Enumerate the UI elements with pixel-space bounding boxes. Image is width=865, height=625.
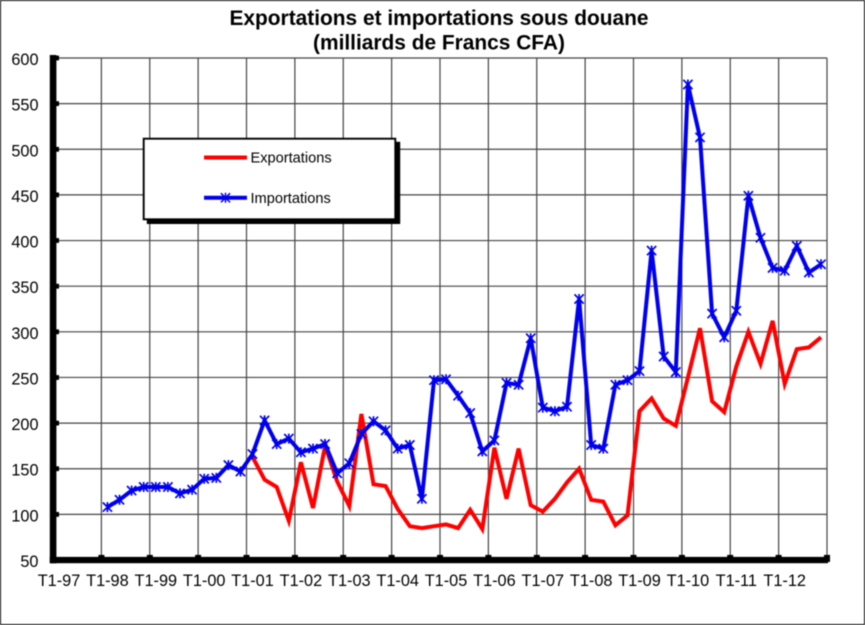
svg-text:(milliards de Francs CFA): (milliards de Francs CFA): [313, 31, 565, 54]
svg-text:500: 500: [11, 142, 38, 160]
svg-text:600: 600: [11, 51, 38, 69]
svg-text:Exportations: Exportations: [251, 151, 332, 167]
svg-text:T1-08: T1-08: [570, 572, 613, 590]
svg-text:T1-11: T1-11: [716, 572, 757, 590]
svg-text:450: 450: [11, 188, 38, 206]
svg-text:200: 200: [11, 416, 38, 434]
svg-text:T1-07: T1-07: [522, 572, 565, 590]
svg-text:T1-99: T1-99: [135, 572, 178, 590]
svg-text:Importations: Importations: [251, 191, 331, 207]
svg-text:50: 50: [20, 553, 38, 571]
svg-text:T1-97: T1-97: [38, 572, 81, 590]
svg-text:T1-03: T1-03: [328, 572, 371, 590]
svg-text:T1-02: T1-02: [280, 572, 323, 590]
svg-text:350: 350: [11, 279, 38, 297]
svg-text:T1-06: T1-06: [473, 572, 516, 590]
svg-text:550: 550: [11, 97, 38, 115]
svg-text:T1-98: T1-98: [86, 572, 129, 590]
svg-text:250: 250: [11, 371, 38, 389]
svg-text:T1-12: T1-12: [763, 572, 806, 590]
svg-text:T1-05: T1-05: [425, 572, 468, 590]
svg-text:400: 400: [11, 234, 38, 252]
svg-text:Exportations et importations s: Exportations et importations sous douane: [229, 7, 648, 30]
svg-text:T1-01: T1-01: [231, 572, 274, 590]
svg-text:150: 150: [11, 462, 38, 480]
svg-text:300: 300: [11, 325, 38, 343]
svg-text:T1-04: T1-04: [376, 572, 419, 590]
svg-text:T1-00: T1-00: [183, 572, 226, 590]
svg-text:T1-10: T1-10: [667, 572, 710, 590]
svg-text:T1-09: T1-09: [618, 572, 661, 590]
svg-text:100: 100: [11, 507, 38, 525]
